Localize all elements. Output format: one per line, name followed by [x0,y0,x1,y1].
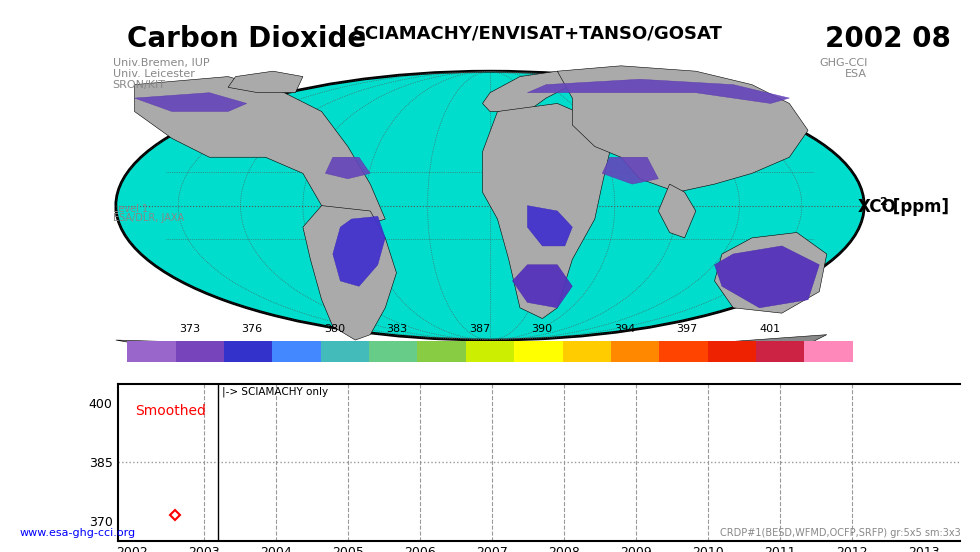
Bar [563,341,611,362]
Text: 380: 380 [324,324,345,335]
Bar [514,341,563,362]
Text: 376: 376 [241,324,263,335]
Text: 387: 387 [469,324,490,335]
Polygon shape [558,66,808,192]
Polygon shape [482,103,610,319]
Polygon shape [659,184,696,238]
Polygon shape [333,216,385,286]
Text: www.esa-ghg-cci.org: www.esa-ghg-cci.org [20,528,135,538]
Bar [320,341,369,362]
Text: SCIAMACHY/ENVISAT+TANSO/GOSAT: SCIAMACHY/ENVISAT+TANSO/GOSAT [353,25,722,43]
Polygon shape [228,71,303,93]
Text: Level 1:: Level 1: [113,204,151,214]
Polygon shape [325,157,370,179]
Polygon shape [116,335,827,362]
Text: 2002 08: 2002 08 [825,25,951,53]
Polygon shape [603,157,659,184]
Text: [ppm]: [ppm] [887,198,949,216]
Polygon shape [714,246,819,308]
Bar [466,341,514,362]
Text: 373: 373 [179,324,200,335]
Text: 394: 394 [614,324,635,335]
Bar [417,341,466,362]
Text: 397: 397 [676,324,698,335]
Bar [805,341,853,362]
Text: 2: 2 [879,197,887,207]
Bar [369,341,417,362]
Text: 401: 401 [760,324,780,335]
Polygon shape [527,79,789,103]
Text: Univ. Leicester: Univ. Leicester [113,69,195,79]
Polygon shape [527,206,572,246]
Text: |-> SCIAMACHY only: |-> SCIAMACHY only [222,386,328,397]
Text: Smoothed: Smoothed [135,404,207,418]
Polygon shape [303,206,397,340]
Bar [660,341,708,362]
Text: ESA/DLR, JAXA: ESA/DLR, JAXA [113,213,184,222]
Polygon shape [513,265,572,308]
Bar [708,341,756,362]
Text: 390: 390 [531,324,553,335]
Bar [272,341,320,362]
Text: CRDP#1(BESD,WFMD,OCFP,SRFP) gr:5x5 sm:3x3: CRDP#1(BESD,WFMD,OCFP,SRFP) gr:5x5 sm:3x… [719,528,960,538]
Text: GHG-CCI: GHG-CCI [819,58,867,68]
Polygon shape [714,232,827,313]
Text: Univ.Bremen, IUP: Univ.Bremen, IUP [113,58,210,68]
Bar [175,341,224,362]
Text: XCO: XCO [858,198,897,216]
Text: 383: 383 [386,324,408,335]
Bar [756,341,805,362]
Ellipse shape [116,71,864,340]
Bar [224,341,272,362]
Text: Carbon Dioxide: Carbon Dioxide [127,25,367,53]
Polygon shape [134,77,385,227]
Bar [127,341,175,362]
Polygon shape [482,71,572,112]
Bar [611,341,660,362]
Text: ESA: ESA [846,69,867,79]
Polygon shape [134,93,247,112]
Text: SRON/KIT: SRON/KIT [113,80,166,90]
